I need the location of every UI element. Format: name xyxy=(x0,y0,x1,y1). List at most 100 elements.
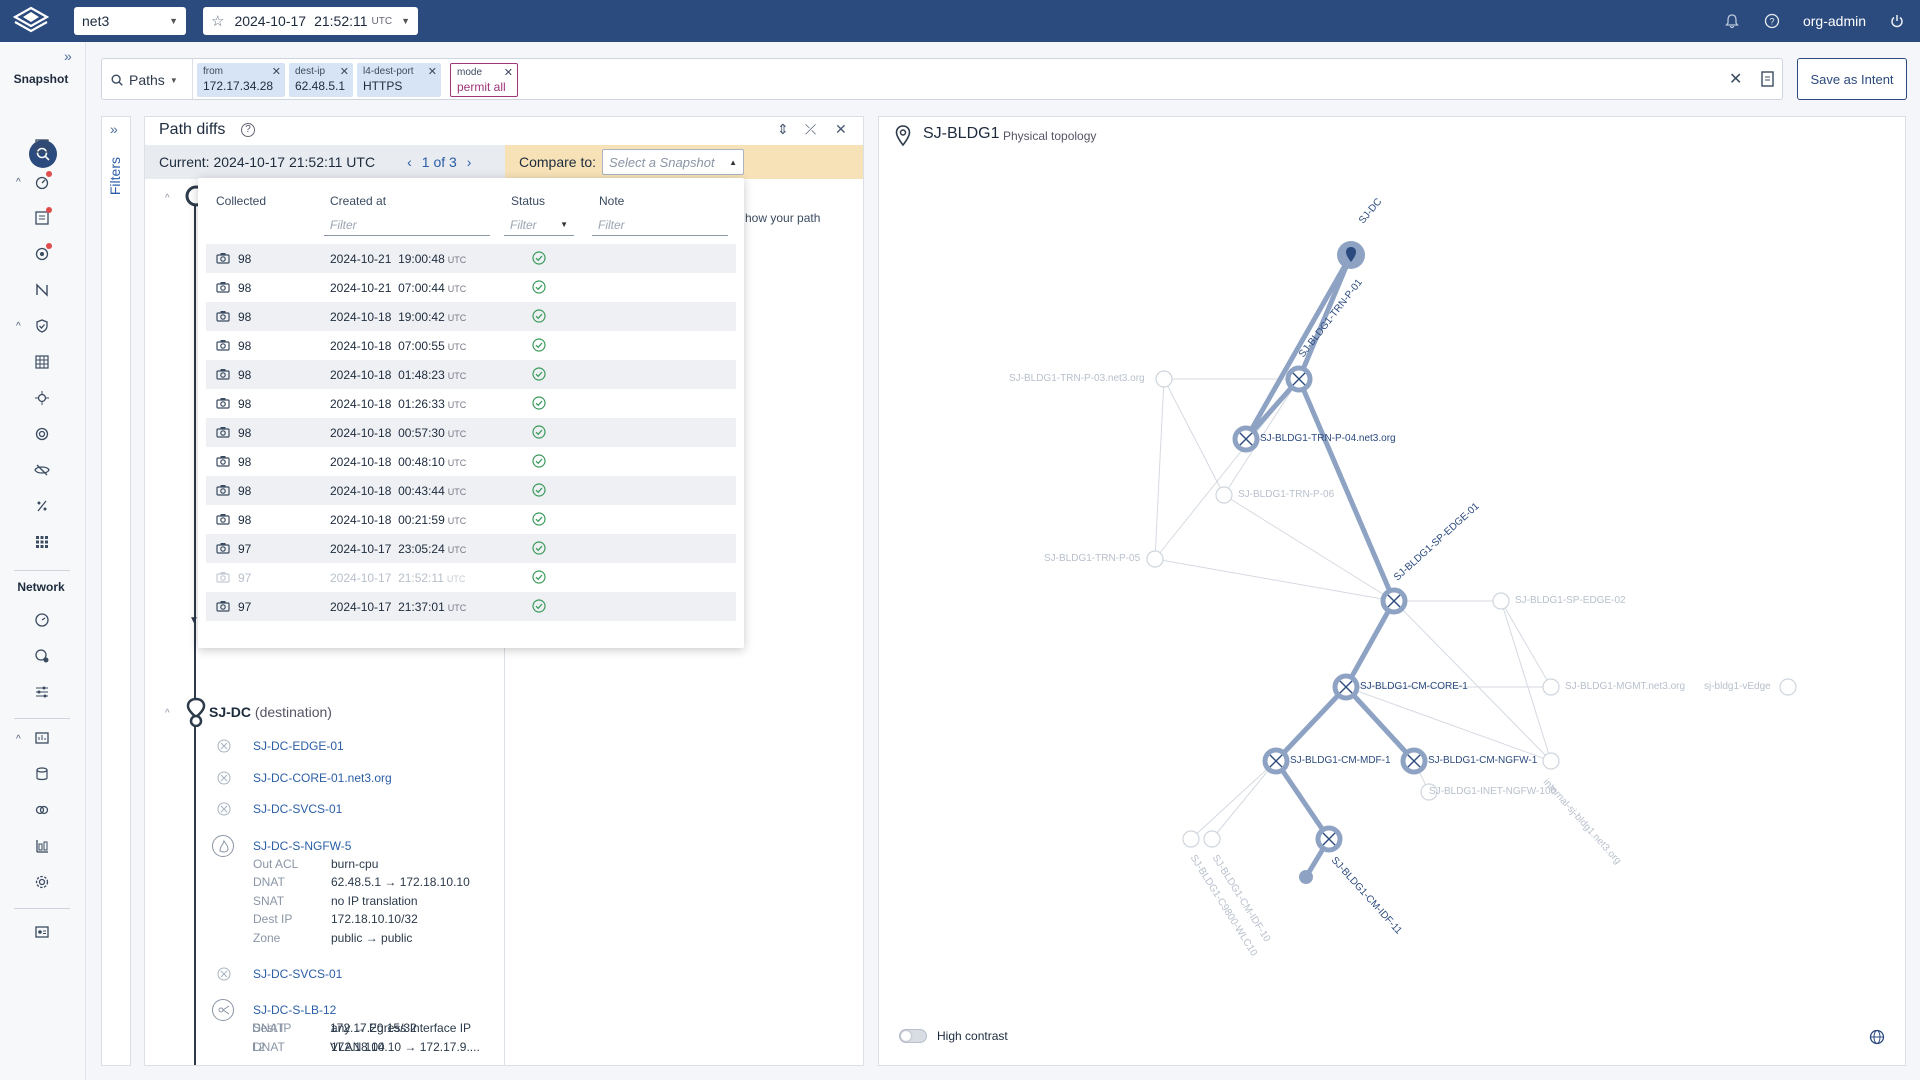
high-contrast-toggle[interactable] xyxy=(899,1029,927,1043)
snapshot-row[interactable]: 97 2024-10-17 23:05:24 UTC xyxy=(206,534,736,563)
snapshot-row-partial[interactable] xyxy=(206,621,736,627)
node-label[interactable]: SJ-BLDG1-TRN-P-06 xyxy=(1238,489,1335,500)
snapshot-select[interactable]: ☆ 2024-10-17 21:52:11 UTC ▼ xyxy=(203,7,418,35)
node-label[interactable]: SJ-BLDG1-TRN-P-03.net3.org xyxy=(1009,373,1145,384)
path-search-bar[interactable]: Paths ▼ from 172.17.34.28 ✕ dest-ip 62.4… xyxy=(101,58,1783,100)
close-icon[interactable]: ✕ xyxy=(503,67,513,79)
col-header-note[interactable]: Note xyxy=(599,194,625,208)
node-label[interactable]: SJ-BLDG1-INET-NGFW-100 xyxy=(1429,786,1557,797)
rail-item-sources[interactable] xyxy=(32,764,52,784)
rail-item-dashboard[interactable] xyxy=(32,610,52,630)
rail-item-matrix[interactable] xyxy=(32,352,52,372)
snapshot-row[interactable]: 98 2024-10-18 01:26:33 UTC xyxy=(206,389,736,418)
filters-panel[interactable]: » Filters xyxy=(101,116,131,1066)
double-chevron-right-icon[interactable]: » xyxy=(110,121,118,137)
search-mode-select[interactable]: Paths ▼ xyxy=(110,67,188,93)
rail-item-collection[interactable] xyxy=(32,728,52,748)
snapshot-row[interactable]: 98 2024-10-18 19:00:42 UTC xyxy=(206,302,736,331)
rail-item-apps[interactable] xyxy=(32,532,52,552)
copy-icon[interactable] xyxy=(1759,69,1777,89)
hop-name[interactable]: SJ-DC-EDGE-01 xyxy=(253,739,344,753)
node-label[interactable]: SJ-BLDG1-SP-EDGE-02 xyxy=(1515,595,1626,606)
rail-item-admin[interactable] xyxy=(32,922,52,942)
chip-l4-dest-port[interactable]: l4-dest-port HTTPS ✕ xyxy=(357,63,441,97)
app-logo-icon[interactable] xyxy=(0,0,62,42)
snapshot-row[interactable]: 97 2024-10-17 21:52:11 UTC xyxy=(206,563,736,592)
rail-item-network-settings[interactable] xyxy=(32,646,52,666)
status-filter-select[interactable]: Filter ▼ xyxy=(504,214,574,236)
hop-name[interactable]: SJ-DC-SVCS-01 xyxy=(253,967,343,981)
snapshot-row[interactable]: 98 2024-10-18 00:43:44 UTC xyxy=(206,476,736,505)
node-label[interactable]: sj-bldg1-vEdge xyxy=(1704,681,1771,692)
rail-item-reports[interactable] xyxy=(32,836,52,856)
filters-label[interactable]: Filters xyxy=(107,157,123,196)
topology-graph[interactable] xyxy=(879,117,1905,1017)
node-label[interactable]: SJ-BLDG1-CM-NGFW-1 xyxy=(1428,755,1538,766)
chevron-up-icon[interactable]: ^ xyxy=(165,193,170,204)
chevron-up-icon[interactable]: ^ xyxy=(16,321,21,332)
chevron-up-icon[interactable]: ^ xyxy=(16,177,21,188)
user-menu[interactable]: org-admin xyxy=(1802,13,1866,29)
save-as-intent-button[interactable]: Save as Intent xyxy=(1797,58,1907,100)
node-label[interactable]: SJ-BLDG1-TRN-P-05 xyxy=(1044,553,1141,564)
close-icon[interactable]: ✕ xyxy=(835,121,847,137)
compare-snapshot-select[interactable]: Select a Snapshot ▲ xyxy=(602,149,745,175)
note-filter-input[interactable]: Filter xyxy=(592,214,728,236)
node-label[interactable]: SJ-BLDG1-TRN-P-04.net3.org xyxy=(1260,433,1396,444)
rail-item-blast-radius[interactable] xyxy=(32,460,52,480)
double-chevron-right-icon[interactable]: » xyxy=(64,48,72,64)
close-icon[interactable]: ✕ xyxy=(271,66,281,78)
rail-item-tuning[interactable] xyxy=(32,682,52,702)
rail-item-compliance[interactable] xyxy=(32,496,52,516)
rail-item-exposure[interactable] xyxy=(32,424,52,444)
help-icon[interactable]: ? xyxy=(1763,12,1781,30)
rail-item-verification[interactable] xyxy=(32,171,52,192)
snapshot-row[interactable]: 97 2024-10-17 21:37:01 UTC xyxy=(206,592,736,621)
chevron-up-icon[interactable]: ^ xyxy=(165,708,170,719)
rail-item-security[interactable] xyxy=(32,316,52,336)
rail-item-checks[interactable] xyxy=(32,207,52,228)
col-header-status[interactable]: Status xyxy=(511,194,546,208)
expand-collapse-icon[interactable]: ⇕ xyxy=(777,121,789,137)
chip-mode[interactable]: mode permit all ✕ xyxy=(450,63,518,97)
node-label[interactable]: SJ-BLDG1-MGMT.net3.org xyxy=(1565,681,1686,692)
created-at-filter-input[interactable]: Filter xyxy=(324,214,490,236)
star-icon[interactable]: ☆ xyxy=(211,13,225,30)
close-icon[interactable]: ✕ xyxy=(427,66,437,78)
chevron-left-icon[interactable]: ‹ xyxy=(407,154,412,170)
snapshot-row[interactable]: 98 2024-10-18 07:00:55 UTC xyxy=(206,331,736,360)
globe-icon[interactable] xyxy=(1869,1029,1885,1045)
snapshot-row[interactable]: 98 2024-10-18 00:21:59 UTC xyxy=(206,505,736,534)
rail-item-search[interactable] xyxy=(29,140,57,168)
clear-search-icon[interactable]: ✕ xyxy=(1729,71,1743,88)
snapshot-row[interactable]: 98 2024-10-21 07:00:44 UTC xyxy=(206,273,736,302)
collapse-icon[interactable]: ⤫ xyxy=(805,121,817,137)
node-label[interactable]: SJ-BLDG1-CM-CORE-1 xyxy=(1360,681,1468,692)
hop-name[interactable]: SJ-DC-S-LB-12 xyxy=(253,1003,337,1017)
snapshot-row[interactable]: 98 2024-10-21 19:00:48 UTC xyxy=(206,244,736,273)
chevron-up-icon[interactable]: ^ xyxy=(16,734,21,745)
rail-item-integrations[interactable] xyxy=(32,800,52,820)
rail-item-settings[interactable] xyxy=(32,872,52,892)
col-header-collected[interactable]: Collected xyxy=(216,194,267,208)
col-header-created-at[interactable]: Created at xyxy=(330,194,387,208)
snapshot-row[interactable]: 98 2024-10-18 00:48:10 UTC xyxy=(206,447,736,476)
chevron-right-icon[interactable]: › xyxy=(466,154,472,170)
snapshot-row[interactable]: 98 2024-10-18 01:48:23 UTC xyxy=(206,360,736,389)
node-label[interactable]: SJ-BLDG1-CM-MDF-1 xyxy=(1290,755,1391,766)
snapshot-row[interactable]: 98 2024-10-18 00:57:30 UTC xyxy=(206,418,736,447)
rail-item-paths[interactable] xyxy=(32,280,52,300)
rail-item-vulnerabilities[interactable] xyxy=(32,388,52,408)
bell-icon[interactable] xyxy=(1723,12,1741,30)
chip-from[interactable]: from 172.17.34.28 ✕ xyxy=(197,63,285,97)
network-select[interactable]: net3 ▼ xyxy=(74,7,186,35)
rail-item-inventory[interactable] xyxy=(32,136,52,156)
rail-item-issues[interactable] xyxy=(32,243,52,264)
close-icon[interactable]: ✕ xyxy=(339,66,349,78)
power-icon[interactable] xyxy=(1888,12,1906,30)
hop-name[interactable]: SJ-DC-CORE-01.net3.org xyxy=(253,771,392,785)
hop-name[interactable]: SJ-DC-SVCS-01 xyxy=(253,802,343,816)
help-icon[interactable]: ? xyxy=(241,123,255,137)
chip-dest-ip[interactable]: dest-ip 62.48.5.1 ✕ xyxy=(289,63,353,97)
hop-name[interactable]: SJ-DC-S-NGFW-5 xyxy=(253,839,352,853)
